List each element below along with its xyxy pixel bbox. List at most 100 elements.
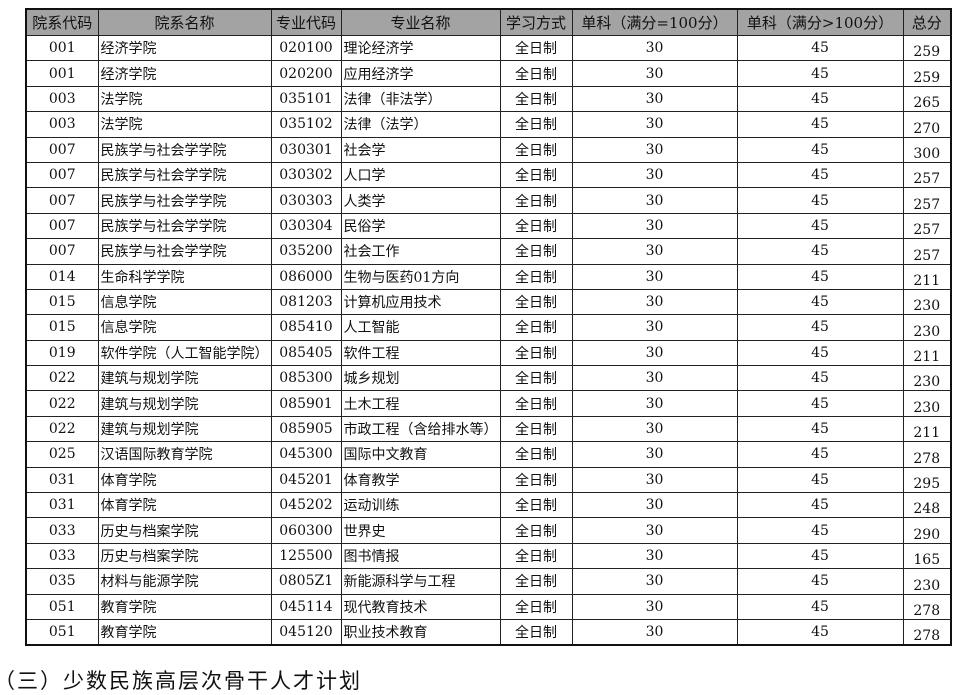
table-row: 051 教育学院 045120 职业技术教育 全日制 30 45 278 <box>25 618 952 646</box>
cell-total: 230 <box>902 568 952 595</box>
cell-major-code: 045202 <box>270 492 342 519</box>
cell-study-mode: 全日制 <box>499 542 573 570</box>
cell-dept-name: 汉语国际教育学院 <box>97 441 272 468</box>
cell-major-name: 民俗学 <box>340 212 501 240</box>
cell-single-over-100: 45 <box>736 34 904 62</box>
cell-dept-code: 014 <box>25 263 99 290</box>
cell-total: 259 <box>902 34 952 62</box>
cell-single-over-100: 45 <box>736 517 904 544</box>
table-row: 022 建筑与规划学院 085905 市政工程（含给排水等） 全日制 30 45 211 <box>25 415 952 443</box>
cell-dept-code: 031 <box>25 492 99 519</box>
cell-single-100: 30 <box>571 187 738 214</box>
cell-total: 211 <box>902 415 952 443</box>
cell-single-100: 30 <box>571 314 738 341</box>
header-total: 总分 <box>902 8 952 36</box>
cell-total: 257 <box>902 187 952 214</box>
cell-dept-name: 建筑与规划学院 <box>97 415 272 443</box>
cell-single-100: 30 <box>571 339 738 367</box>
cell-single-100: 30 <box>571 60 738 87</box>
cell-study-mode: 全日制 <box>499 111 573 138</box>
cell-single-over-100: 45 <box>736 339 904 367</box>
cell-single-100: 30 <box>571 593 738 620</box>
cell-dept-code: 003 <box>25 85 99 113</box>
cell-major-name: 法律（非法学） <box>340 85 501 113</box>
cell-total: 230 <box>902 365 952 392</box>
cell-dept-name: 民族学与社会学学院 <box>97 187 272 214</box>
cell-major-code: 035102 <box>270 111 342 138</box>
table-row: 019 软件学院（人工智能学院） 085405 软件工程 全日制 30 45 211 <box>25 339 952 367</box>
table-row: 035 材料与能源学院 0805Z1 新能源科学与工程 全日制 30 45 230 <box>25 568 952 595</box>
cell-total: 211 <box>902 263 952 290</box>
cell-single-100: 30 <box>571 390 738 417</box>
cell-study-mode: 全日制 <box>499 415 573 443</box>
cell-major-code: 085905 <box>270 415 342 443</box>
cell-single-over-100: 45 <box>736 136 904 163</box>
cell-dept-code: 007 <box>25 212 99 240</box>
cell-single-100: 30 <box>571 492 738 519</box>
cell-major-code: 045201 <box>270 466 342 494</box>
cell-single-100: 30 <box>571 85 738 113</box>
cell-study-mode: 全日制 <box>499 187 573 214</box>
cell-major-name: 新能源科学与工程 <box>340 568 501 595</box>
cell-dept-name: 法学院 <box>97 85 272 113</box>
cell-major-code: 060300 <box>270 517 342 544</box>
cell-dept-name: 体育学院 <box>97 492 272 519</box>
cell-single-over-100: 45 <box>736 111 904 138</box>
cell-single-100: 30 <box>571 288 738 316</box>
cell-single-over-100: 45 <box>736 593 904 620</box>
cell-major-code: 020200 <box>270 60 342 87</box>
cell-major-name: 世界史 <box>340 517 501 544</box>
cell-study-mode: 全日制 <box>499 390 573 417</box>
cell-major-code: 030302 <box>270 161 342 189</box>
cell-dept-name: 教育学院 <box>97 593 272 620</box>
table-row: 007 民族学与社会学学院 035200 社会工作 全日制 30 45 257 <box>25 238 952 265</box>
table-row: 001 经济学院 020100 理论经济学 全日制 30 45 259 <box>25 34 952 62</box>
cell-dept-code: 031 <box>25 466 99 494</box>
cell-total: 290 <box>902 517 952 544</box>
table-row: 001 经济学院 020200 应用经济学 全日制 30 45 259 <box>25 60 952 87</box>
cell-total: 257 <box>902 238 952 265</box>
cell-single-over-100: 45 <box>736 568 904 595</box>
table-row: 015 信息学院 081203 计算机应用技术 全日制 30 45 230 <box>25 288 952 316</box>
cell-single-100: 30 <box>571 111 738 138</box>
cell-major-name: 市政工程（含给排水等） <box>340 415 501 443</box>
cell-major-name: 运动训练 <box>340 492 501 519</box>
cell-study-mode: 全日制 <box>499 339 573 367</box>
cell-single-100: 30 <box>571 365 738 392</box>
cell-dept-name: 信息学院 <box>97 288 272 316</box>
header-dept-code: 院系代码 <box>25 8 99 36</box>
cell-study-mode: 全日制 <box>499 593 573 620</box>
cell-study-mode: 全日制 <box>499 517 573 544</box>
table-row: 022 建筑与规划学院 085300 城乡规划 全日制 30 45 230 <box>25 365 952 392</box>
cell-single-over-100: 45 <box>736 441 904 468</box>
cell-major-code: 020100 <box>270 34 342 62</box>
cell-single-100: 30 <box>571 517 738 544</box>
cell-total: 278 <box>902 593 952 620</box>
cell-major-code: 030303 <box>270 187 342 214</box>
cell-major-name: 现代教育技术 <box>340 593 501 620</box>
cell-dept-code: 007 <box>25 187 99 214</box>
cell-single-100: 30 <box>571 238 738 265</box>
cell-major-code: 085410 <box>270 314 342 341</box>
cell-study-mode: 全日制 <box>499 34 573 62</box>
cell-dept-code: 033 <box>25 517 99 544</box>
cell-major-code: 0805Z1 <box>270 568 342 595</box>
cell-dept-code: 001 <box>25 60 99 87</box>
cell-single-over-100: 45 <box>736 466 904 494</box>
cell-total: 270 <box>902 111 952 138</box>
cell-major-code: 035200 <box>270 238 342 265</box>
cell-single-over-100: 45 <box>736 542 904 570</box>
cell-major-name: 应用经济学 <box>340 60 501 87</box>
cell-dept-code: 035 <box>25 568 99 595</box>
cell-study-mode: 全日制 <box>499 288 573 316</box>
cell-major-name: 职业技术教育 <box>340 618 501 646</box>
table-row: 015 信息学院 085410 人工智能 全日制 30 45 230 <box>25 314 952 341</box>
cell-single-over-100: 45 <box>736 238 904 265</box>
cell-major-code: 085901 <box>270 390 342 417</box>
cell-major-name: 人口学 <box>340 161 501 189</box>
cell-study-mode: 全日制 <box>499 212 573 240</box>
cell-major-code: 086000 <box>270 263 342 290</box>
cell-study-mode: 全日制 <box>499 618 573 646</box>
cell-study-mode: 全日制 <box>499 314 573 341</box>
cell-dept-code: 003 <box>25 111 99 138</box>
